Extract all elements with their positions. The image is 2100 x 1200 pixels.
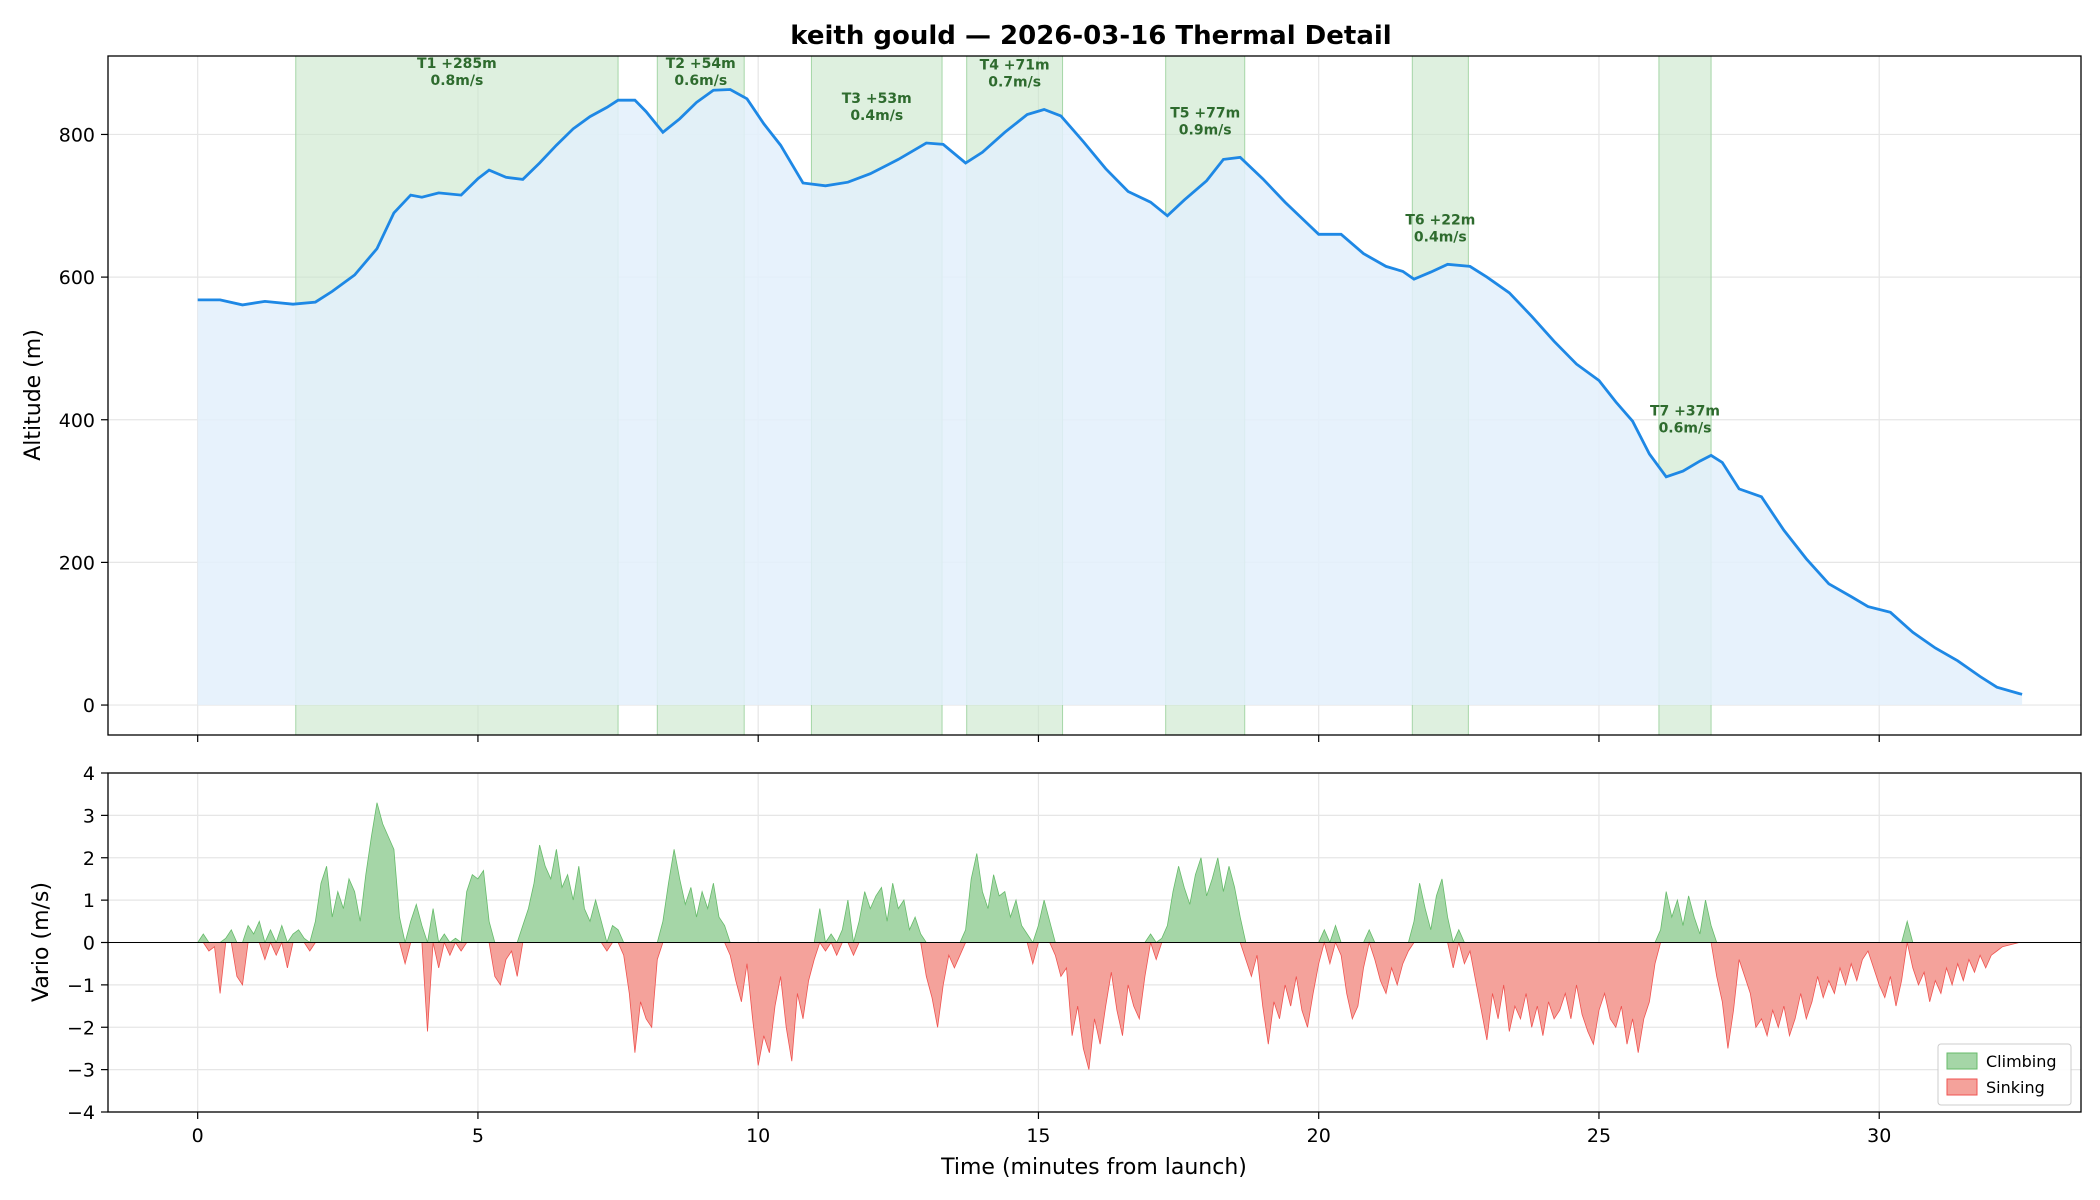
altitude-y-tick-label: 800 xyxy=(59,124,95,146)
vario-y-tick-label: −2 xyxy=(67,1017,95,1039)
vario-y-tick-label: 2 xyxy=(83,848,95,870)
thermal-rate-5: 0.9m/s xyxy=(1179,123,1232,139)
vario-axis-ticks: 0 5 10 15 20 25 30 −4 −3 −2 −1 0 1 2 3 4 xyxy=(67,763,1891,1147)
thermal-label-6: T6 +22m xyxy=(1405,212,1475,228)
thermal-label-2: T2 +54m xyxy=(666,56,736,72)
time-tick-label: 25 xyxy=(1587,1125,1611,1147)
thermal-rate-4: 0.7m/s xyxy=(988,75,1041,91)
chart-title: keith gould — 2026-03-16 Thermal Detail xyxy=(790,21,1391,51)
time-tick-label: 30 xyxy=(1867,1125,1891,1147)
time-tick-label: 15 xyxy=(1026,1125,1050,1147)
legend-sinking-label: Sinking xyxy=(1986,1078,2045,1097)
legend-climbing-swatch xyxy=(1946,1052,1978,1070)
thermal-rate-6: 0.4m/s xyxy=(1414,229,1467,245)
legend-climbing-label: Climbing xyxy=(1986,1052,2057,1071)
altitude-axis-label: Altitude (m) xyxy=(21,329,46,461)
legend-sinking-swatch xyxy=(1946,1078,1978,1096)
thermal-label-1: T1 +285m xyxy=(417,56,497,72)
time-tick-label: 10 xyxy=(746,1125,770,1147)
vario-y-tick-label: 3 xyxy=(83,805,95,827)
thermal-rate-7: 0.6m/s xyxy=(1659,420,1712,436)
vario-y-tick-label: 4 xyxy=(83,763,95,785)
time-tick-label: 20 xyxy=(1307,1125,1331,1147)
time-tick-label: 0 xyxy=(192,1125,204,1147)
vario-axis-label: Vario (m/s) xyxy=(29,882,54,1002)
thermal-rate-3: 0.4m/s xyxy=(850,108,903,124)
thermal-label-3: T3 +53m xyxy=(842,91,912,107)
thermal-label-4: T4 +71m xyxy=(980,58,1050,74)
vario-y-tick-label: −4 xyxy=(67,1102,95,1124)
altitude-line xyxy=(197,88,2023,696)
vario-y-tick-label: −1 xyxy=(67,975,95,997)
time-tick-label: 5 xyxy=(472,1125,484,1147)
vario-y-tick-label: 0 xyxy=(83,933,95,955)
vario-legend: Climbing Sinking xyxy=(1937,1043,2072,1106)
vario-panel: 0 5 10 15 20 25 30 −4 −3 −2 −1 0 1 2 3 4 Vario (m/s) Ti… xyxy=(29,763,2082,1180)
altitude-y-tick-label: 200 xyxy=(59,552,95,574)
altitude-y-tick-label: 600 xyxy=(59,267,95,289)
altitude-y-tick-label: 400 xyxy=(59,410,95,432)
time-axis-label: Time (minutes from launch) xyxy=(940,1155,1247,1180)
vario-y-tick-label: −3 xyxy=(67,1060,95,1082)
altitude-y-tick-label: 0 xyxy=(83,695,95,717)
thermal-rate-2: 0.6m/s xyxy=(674,73,727,89)
thermal-label-7: T7 +37m xyxy=(1650,403,1720,419)
altitude-area-fill xyxy=(197,89,2023,705)
thermal-rate-1: 0.8m/s xyxy=(430,73,483,89)
vario-y-tick-label: 1 xyxy=(83,890,95,912)
altitude-axis-ticks: 0 200 400 600 800 xyxy=(59,124,1880,742)
thermal-label-5: T5 +77m xyxy=(1170,106,1240,122)
altitude-axes-frame xyxy=(107,55,2082,736)
